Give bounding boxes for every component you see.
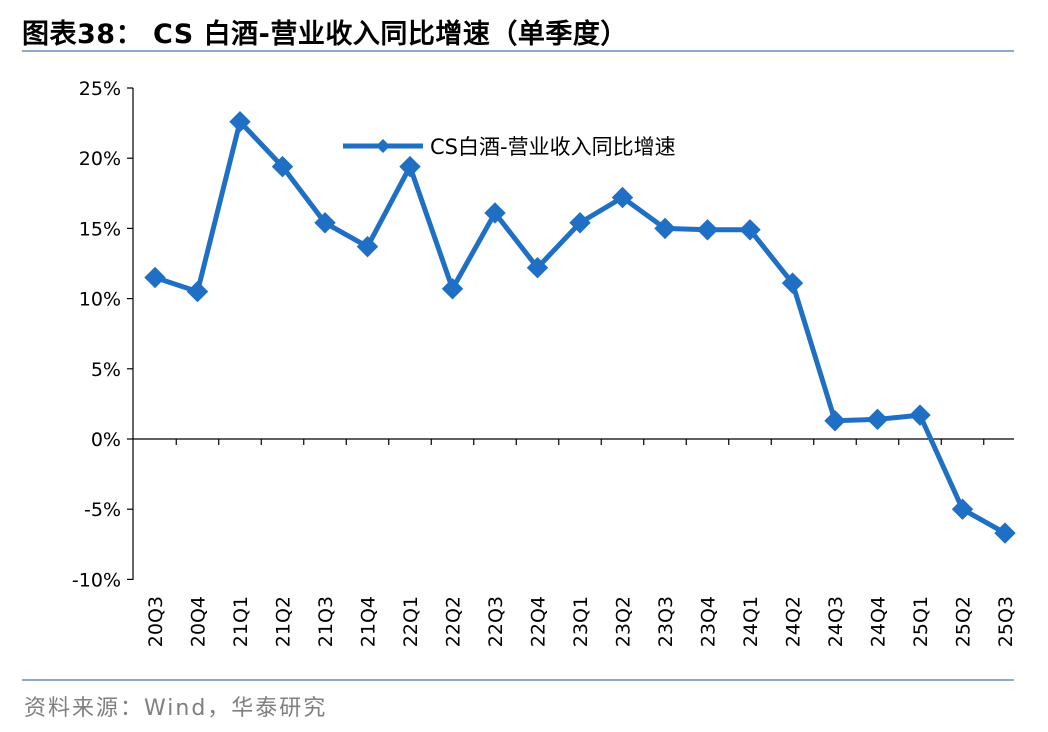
title-rule: [22, 50, 1014, 52]
data-point-marker: [739, 219, 761, 241]
data-point-marker: [696, 219, 719, 241]
data-point-marker: [441, 278, 464, 300]
data-point-marker: [229, 110, 251, 133]
data-point-marker: [824, 410, 846, 432]
data-point-marker: [569, 212, 591, 234]
x-tick-label: 23Q4: [698, 596, 720, 647]
axes: -10% -5% 0% 5% 10% 15% 20% 25% 20Q3 20Q4 21Q1 21Q2 2…: [72, 78, 1017, 647]
y-tick-label: 15%: [79, 218, 121, 240]
data-point-marker: [909, 404, 931, 426]
data-point-marker: [484, 202, 506, 224]
y-tick-label: -5%: [84, 499, 121, 521]
data-point-marker: [866, 408, 889, 431]
y-tick-label: 5%: [91, 359, 121, 381]
y-tick-label: 20%: [79, 148, 121, 170]
x-tick-label: 22Q1: [400, 596, 422, 647]
data-point-marker: [526, 257, 549, 279]
x-tick-label: 24Q3: [825, 596, 847, 647]
x-tick-label: 21Q1: [230, 596, 252, 647]
x-tick-label: 22Q3: [485, 596, 507, 647]
source-rule: [22, 679, 1014, 681]
source-note: 资料来源：Wind，华泰研究: [24, 696, 328, 721]
x-tick-label: 24Q4: [868, 596, 890, 647]
x-tick-label: 21Q3: [315, 596, 337, 647]
data-point-marker: [271, 155, 294, 178]
y-tick-label: -10%: [72, 569, 121, 591]
figure-title: 图表38： CS 白酒-营业收入同比增速（单季度）: [22, 19, 628, 50]
x-tick-label: 25Q2: [953, 596, 975, 647]
data-point-marker: [399, 155, 421, 178]
y-tick-label: 25%: [79, 78, 121, 100]
x-tick-label: 24Q2: [783, 596, 805, 647]
legend: CS白酒-营业收入同比增速: [343, 135, 676, 159]
data-point-marker: [314, 212, 336, 234]
y-tick-label: 0%: [91, 429, 121, 451]
x-tick-label: 22Q2: [443, 596, 465, 647]
data-point-marker: [186, 280, 209, 303]
x-tick-label: 23Q2: [613, 596, 635, 647]
x-tick-label: 21Q4: [358, 596, 380, 647]
series-layer: [144, 110, 1016, 544]
x-tick-label: 20Q4: [188, 596, 210, 647]
x-tick-label: 23Q1: [570, 596, 592, 647]
x-tick-label: 21Q2: [273, 596, 295, 647]
x-tick-label: 24Q1: [740, 596, 762, 647]
series-line: [154, 116, 1007, 536]
legend-marker: [376, 139, 390, 153]
data-point-marker: [144, 266, 166, 289]
y-tick-label: 10%: [79, 289, 121, 311]
data-point-marker: [994, 522, 1016, 544]
legend-label: CS白酒-营业收入同比增速: [430, 135, 676, 159]
x-tick-label: 25Q3: [995, 596, 1017, 647]
data-point-marker: [781, 272, 804, 294]
data-point-marker: [356, 235, 379, 258]
data-point-marker: [611, 186, 634, 209]
data-point-marker: [951, 498, 974, 520]
x-tick-label: 23Q3: [655, 596, 677, 647]
data-point-marker: [654, 217, 676, 240]
x-tick-label: 25Q1: [910, 596, 932, 647]
x-tick-label: 22Q4: [528, 596, 550, 647]
x-tick-label: 20Q3: [145, 596, 167, 647]
